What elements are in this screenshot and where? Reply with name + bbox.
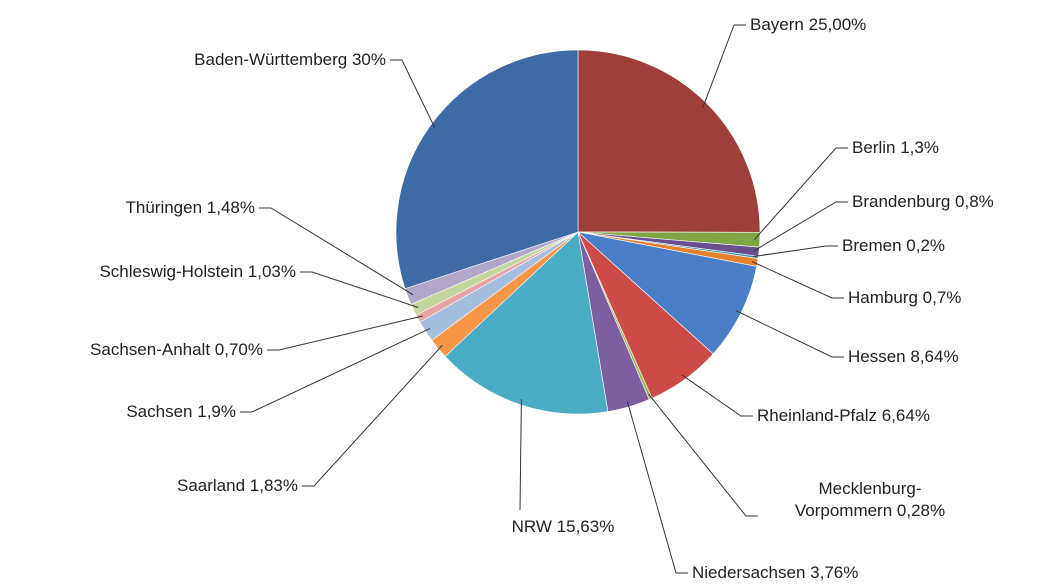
slice-label: Bayern 25,00% xyxy=(750,14,866,36)
leader-line xyxy=(626,401,688,574)
category-name: Sachsen xyxy=(126,402,193,421)
value-label: 15,63% xyxy=(556,517,615,536)
value-label: 6,64% xyxy=(881,406,930,425)
leader-line xyxy=(681,374,753,417)
value-label: 0,2% xyxy=(906,236,946,255)
leader-line xyxy=(753,201,848,252)
value-label: 0,28% xyxy=(896,501,946,520)
category-name: Bayern xyxy=(750,15,804,34)
leader-line xyxy=(390,59,436,129)
pie-slice xyxy=(577,49,761,233)
category-name: Mecklenburg-Vorpommern xyxy=(794,479,922,520)
leader-line xyxy=(300,271,419,308)
category-name: Saarland xyxy=(177,476,246,495)
slice-label: Thüringen 1,48% xyxy=(126,197,256,219)
value-label: 0,7% xyxy=(922,288,962,307)
slice-label: Sachsen-Anhalt 0,70% xyxy=(90,339,263,361)
leader-line xyxy=(240,327,431,413)
category-name: Berlin xyxy=(852,138,896,157)
value-label: 8,64% xyxy=(910,347,959,366)
slice-label: Niedersachsen 3,76% xyxy=(692,562,858,584)
slice-label: Schleswig-Holstein 1,03% xyxy=(99,261,296,283)
value-label: 1,3% xyxy=(900,138,939,157)
slice-label: Bremen 0,2% xyxy=(842,235,945,257)
category-name: Schleswig-Holstein xyxy=(99,262,244,281)
value-label: 1,83% xyxy=(249,476,298,495)
value-label: 0,8% xyxy=(955,192,994,211)
category-name: Thüringen xyxy=(125,198,203,217)
slice-label: Berlin 1,3% xyxy=(852,137,939,159)
slice-label: Hessen 8,64% xyxy=(848,346,959,368)
value-label: 25,00% xyxy=(808,15,867,34)
category-name: Bremen xyxy=(842,236,902,255)
leader-line xyxy=(751,261,844,299)
category-name: NRW xyxy=(511,517,552,536)
leader-line xyxy=(752,245,838,258)
value-label: 0,70% xyxy=(214,340,263,359)
category-name: Sachsen-Anhalt xyxy=(90,340,211,359)
leader-line xyxy=(702,24,746,108)
slice-label: Hamburg 0,7% xyxy=(848,287,961,309)
slice-label: Sachsen 1,9% xyxy=(126,401,236,423)
leader-line xyxy=(754,147,848,240)
category-name: Baden-Württemberg xyxy=(194,50,348,69)
leader-line xyxy=(648,393,758,517)
leader-line xyxy=(302,344,443,487)
value-label: 30% xyxy=(351,50,386,69)
leader-line xyxy=(735,310,844,358)
slice-label: Mecklenburg-Vorpommern 0,28% xyxy=(780,478,960,522)
category-name: Hessen xyxy=(848,347,906,366)
category-name: Niedersachsen xyxy=(692,563,806,582)
pie-slice xyxy=(395,49,579,289)
value-label: 1,03% xyxy=(247,262,296,281)
pie-slice xyxy=(444,231,609,415)
category-name: Brandenburg xyxy=(852,192,951,211)
slice-label: Baden-Württemberg 30% xyxy=(194,49,386,71)
slice-label: Brandenburg 0,8% xyxy=(852,191,994,213)
value-label: 1,9% xyxy=(197,402,236,421)
leader-line xyxy=(519,399,522,511)
slice-label: Saarland 1,83% xyxy=(177,475,298,497)
value-label: 3,76% xyxy=(810,563,859,582)
value-label: 1,48% xyxy=(206,198,255,217)
category-name: Hamburg xyxy=(848,288,918,307)
leader-line xyxy=(267,315,423,351)
category-name: Rheinland-Pfalz xyxy=(757,406,878,425)
slice-label: Rheinland-Pfalz 6,64% xyxy=(757,405,930,427)
slice-label: NRW 15,63% xyxy=(512,516,615,538)
leader-line xyxy=(259,207,414,296)
